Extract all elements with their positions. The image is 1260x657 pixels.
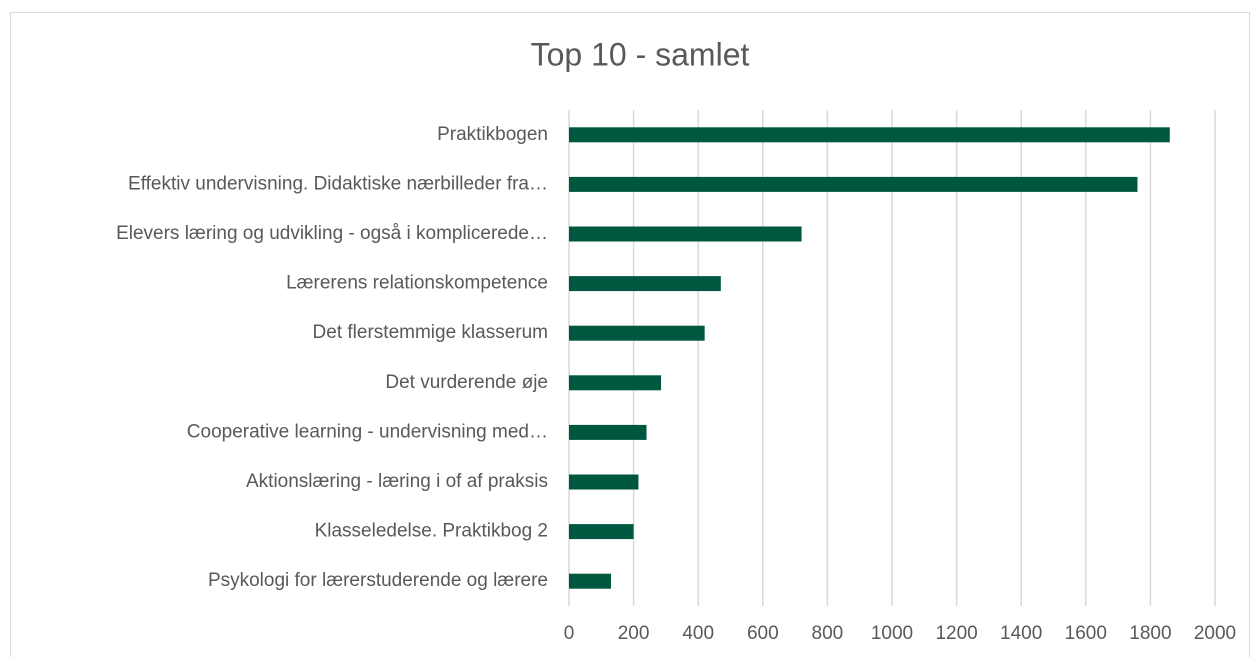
bar xyxy=(569,127,1170,143)
y-tick-label: Det vurderende øje xyxy=(385,372,548,393)
x-tick-label: 1000 xyxy=(871,623,913,644)
bar xyxy=(569,325,705,341)
bar xyxy=(569,375,662,391)
x-tick-label: 400 xyxy=(682,623,714,644)
x-tick-label: 1600 xyxy=(1065,623,1107,644)
x-tick-label: 1800 xyxy=(1129,623,1171,644)
x-tick-label: 1400 xyxy=(1000,623,1042,644)
y-tick-label: Psykologi for lærerstuderende og lærere xyxy=(208,570,548,591)
bar xyxy=(569,474,639,490)
x-tick-label: 800 xyxy=(812,623,844,644)
bar xyxy=(569,276,721,292)
y-tick-label: Effektiv undervisning. Didaktiske nærbil… xyxy=(128,173,548,194)
y-tick-label: Lærerens relationskompetence xyxy=(286,273,548,294)
bar xyxy=(569,524,634,540)
bar xyxy=(569,176,1138,192)
x-tick-label: 200 xyxy=(618,623,650,644)
x-tick-label: 600 xyxy=(747,623,779,644)
bar xyxy=(569,226,802,242)
x-tick-label: 0 xyxy=(564,623,575,644)
y-tick-label: Elevers læring og udvikling - også i kom… xyxy=(116,223,548,244)
y-tick-label: Det flerstemmige klasserum xyxy=(313,322,548,343)
y-tick-label: Praktikbogen xyxy=(437,124,548,145)
bar xyxy=(569,573,611,589)
y-tick-label: Cooperative learning - undervisning med… xyxy=(187,421,548,442)
y-tick-label: Klasseledelse. Praktikbog 2 xyxy=(315,521,548,542)
x-tick-label: 2000 xyxy=(1194,623,1236,644)
bar xyxy=(569,424,647,440)
x-tick-label: 1200 xyxy=(935,623,977,644)
y-tick-label: Aktionslæring - læring i of af praksis xyxy=(246,471,548,492)
chart-title: Top 10 - samlet xyxy=(531,36,750,72)
